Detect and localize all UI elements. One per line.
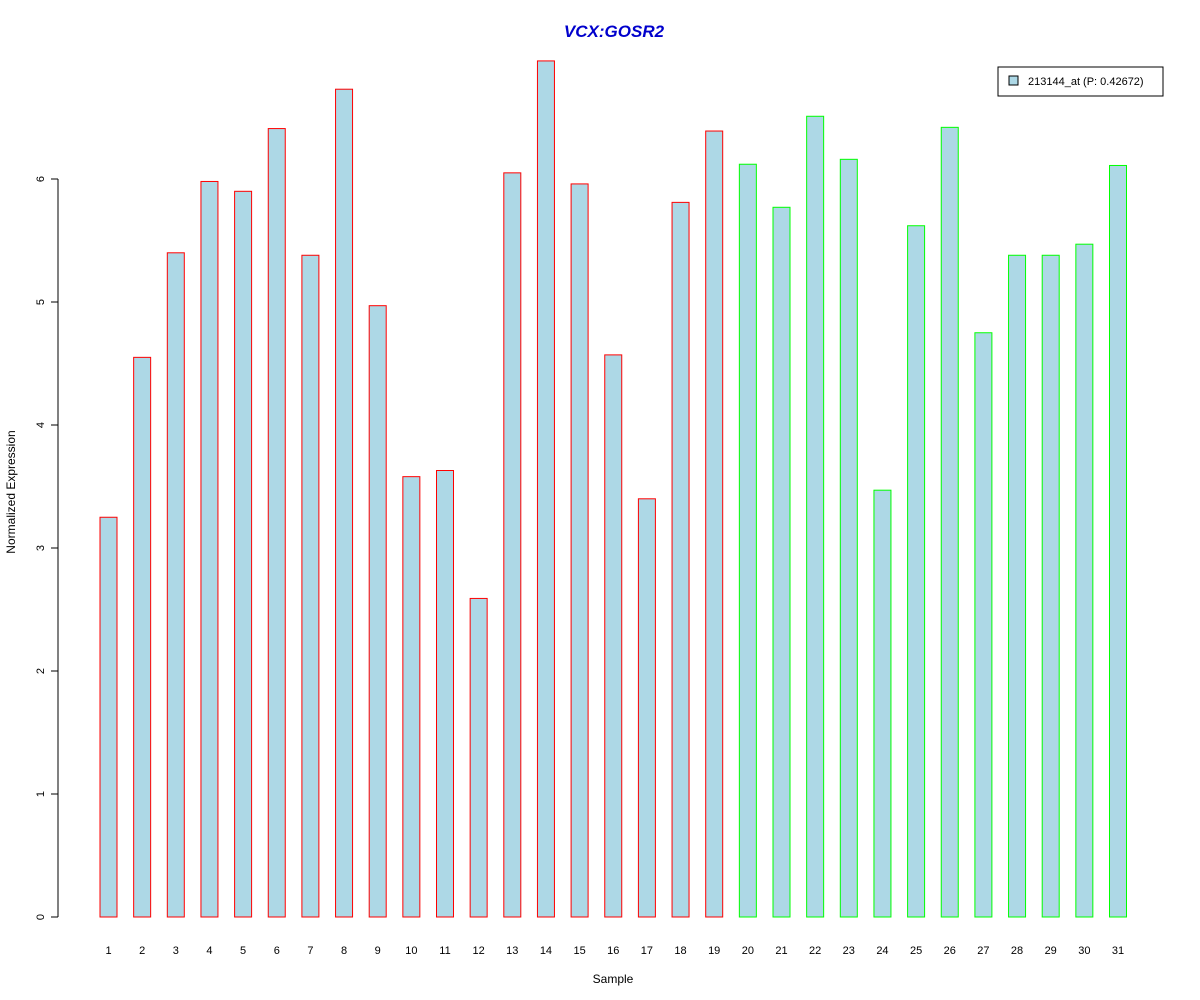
bar — [503, 172, 522, 918]
bar — [806, 115, 825, 918]
bar — [166, 252, 185, 918]
x-tick-label: 21 — [775, 945, 787, 957]
bar — [738, 163, 757, 918]
bar — [1109, 164, 1127, 918]
y-tick-label: 3 — [35, 545, 47, 551]
bar — [200, 180, 219, 918]
x-tick-label: 4 — [206, 945, 212, 957]
y-tick-label: 5 — [35, 299, 47, 305]
bar — [907, 225, 926, 918]
x-tick-label: 8 — [341, 945, 347, 957]
bar — [974, 332, 993, 918]
legend: 213144_at (P: 0.42672) — [997, 66, 1164, 97]
x-tick-label: 29 — [1045, 945, 1057, 957]
bar — [469, 597, 488, 918]
bar — [536, 60, 555, 918]
bar — [133, 356, 152, 918]
x-tick-label: 12 — [473, 945, 485, 957]
bars — [99, 60, 1127, 918]
bar — [234, 190, 253, 918]
bar — [637, 498, 656, 918]
x-tick-label: 25 — [910, 945, 922, 957]
bar — [368, 305, 387, 918]
y-tick-label: 1 — [35, 791, 47, 797]
bar — [940, 126, 959, 918]
x-tick-label: 18 — [674, 945, 686, 957]
x-tick-labels: 1 2 3 4 5 6 7 8 9 10 11 12 13 14 15 16 17 18 19 20 21 22 23 24 2… — [105, 945, 1124, 957]
x-tick-label: 1 — [105, 945, 111, 957]
y-tick-label: 4 — [35, 422, 47, 428]
x-tick-label: 11 — [439, 945, 450, 957]
y-axis: 0 1 2 3 4 5 6 — [35, 176, 59, 920]
x-tick-label: 27 — [977, 945, 989, 957]
x-tick-label: 13 — [506, 945, 518, 957]
x-tick-label: 10 — [405, 945, 417, 957]
y-tick-label: 0 — [35, 914, 47, 920]
bar — [705, 130, 724, 918]
bar — [99, 516, 118, 918]
bar — [570, 183, 589, 918]
bar — [873, 489, 892, 918]
bar — [402, 476, 421, 918]
x-tick-label: 17 — [641, 945, 653, 957]
bar — [1008, 254, 1027, 918]
legend-label: 213144_at (P: 0.42672) — [1028, 76, 1144, 88]
y-tick-label: 2 — [35, 668, 47, 674]
bar — [1041, 254, 1060, 918]
x-tick-label: 30 — [1078, 945, 1090, 957]
x-tick-label: 23 — [843, 945, 855, 957]
x-tick-label: 6 — [274, 945, 280, 957]
x-tick-label: 16 — [607, 945, 619, 957]
x-tick-label: 31 — [1112, 945, 1124, 957]
x-tick-label: 26 — [944, 945, 956, 957]
x-tick-label: 7 — [307, 945, 313, 957]
bar — [335, 88, 354, 918]
y-axis-title: Normalized Expression — [4, 430, 18, 553]
x-tick-label: 5 — [240, 945, 246, 957]
x-tick-label: 2 — [139, 945, 145, 957]
x-tick-label: 15 — [573, 945, 585, 957]
bar — [1075, 243, 1094, 918]
x-tick-label: 19 — [708, 945, 720, 957]
bar — [301, 254, 320, 918]
x-tick-label: 14 — [540, 945, 552, 957]
bar — [671, 201, 690, 918]
bar — [772, 206, 791, 918]
bar — [604, 354, 623, 918]
x-tick-label: 20 — [742, 945, 754, 957]
bar — [839, 158, 858, 918]
chart-title: VCX:GOSR2 — [564, 22, 665, 41]
legend-swatch — [1008, 75, 1019, 86]
x-tick-label: 9 — [375, 945, 381, 957]
bar — [436, 470, 454, 918]
x-tick-label: 3 — [173, 945, 179, 957]
x-axis-title: Sample — [593, 972, 634, 986]
x-tick-label: 28 — [1011, 945, 1023, 957]
x-tick-label: 22 — [809, 945, 821, 957]
bar — [267, 128, 286, 918]
x-tick-label: 24 — [876, 945, 888, 957]
legend-box — [997, 66, 1164, 97]
y-tick-label: 6 — [35, 176, 47, 182]
